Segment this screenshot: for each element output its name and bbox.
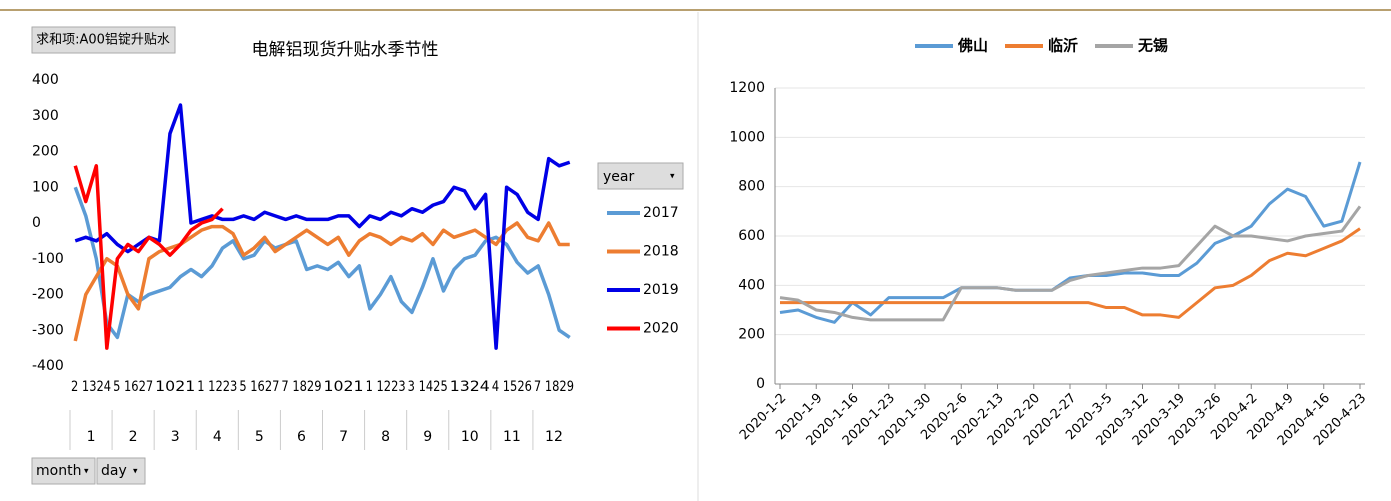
day-label: day <box>101 463 127 479</box>
legend-label: 佛山 <box>957 37 988 55</box>
y-tick-label: 200 <box>32 144 59 160</box>
x-tick-label: 5 1627 <box>113 379 153 395</box>
legend-label: 无锡 <box>1137 37 1168 55</box>
legend-field-button[interactable] <box>597 162 684 190</box>
y-tick-label: 600 <box>738 228 765 244</box>
y-tick-label: -100 <box>32 251 64 267</box>
series-line <box>73 164 224 350</box>
y-tick-label: -300 <box>32 322 64 338</box>
x-tick-label: 2 1324 <box>71 379 111 395</box>
y-tick-label: 1000 <box>729 129 765 145</box>
y-tick-label: 200 <box>738 327 765 343</box>
x-group-label: 1 <box>87 429 96 445</box>
y-tick-label: 400 <box>32 72 59 88</box>
legend-label: 2019 <box>643 282 679 298</box>
x-tick-label: 1021 <box>155 379 195 395</box>
y-tick-label: 300 <box>32 108 59 124</box>
x-tick-label: 7 1829 <box>281 379 321 395</box>
series-line <box>74 103 571 350</box>
x-tick-label: 1324 <box>450 379 490 395</box>
x-tick-label: 5 1627 <box>239 379 279 395</box>
x-group-label: 9 <box>423 429 432 445</box>
x-tick-label: 1021 <box>324 379 364 395</box>
x-group-label: 3 <box>171 429 180 445</box>
x-tick-label: 4 1526 <box>492 379 532 395</box>
x-group-label: 5 <box>255 429 264 445</box>
dropdown-arrow: ▾ <box>670 172 675 182</box>
x-group-label: 8 <box>381 429 390 445</box>
x-group-label: 4 <box>213 429 222 445</box>
y-tick-label: -400 <box>32 358 64 374</box>
day-button[interactable] <box>96 457 146 485</box>
x-group-label: 2 <box>129 429 138 445</box>
legend-label: 2017 <box>643 205 679 221</box>
y-tick-label: 400 <box>738 277 765 293</box>
x-group-label: 12 <box>545 429 563 445</box>
y-tick-label: 1200 <box>729 80 765 96</box>
y-tick-label: 100 <box>32 179 59 195</box>
month-label: month <box>36 463 81 479</box>
series-line <box>779 161 1362 324</box>
x-group-label: 11 <box>503 429 521 445</box>
y-tick-label: 0 <box>32 215 41 231</box>
x-tick-label: 1 1223 <box>197 379 237 395</box>
dropdown-arrow: ▾ <box>133 467 138 477</box>
chart-title: 电解铝现货升贴水季节性 <box>252 40 439 60</box>
x-tick-label: 7 1829 <box>534 379 574 395</box>
legend-field-label: year <box>603 169 634 185</box>
filter-label: 求和项:A00铝锭升贴水 <box>36 33 170 48</box>
series-line <box>779 205 1362 322</box>
filter-button[interactable] <box>31 26 176 54</box>
legend-label: 2018 <box>643 244 679 260</box>
legend-label: 临沂 <box>1048 37 1078 55</box>
series-line <box>780 227 1361 319</box>
y-tick-label: -200 <box>32 287 64 303</box>
x-group-label: 6 <box>297 429 306 445</box>
y-tick-label: 0 <box>756 376 765 392</box>
y-tick-label: 800 <box>738 179 765 195</box>
legend-label: 2020 <box>643 321 679 337</box>
x-tick-label: 1 1223 <box>366 379 406 395</box>
x-group-label: 10 <box>461 429 479 445</box>
dropdown-arrow: ▾ <box>84 467 89 477</box>
month-button[interactable] <box>31 457 96 485</box>
x-group-label: 7 <box>339 429 348 445</box>
x-tick-label: 3 1425 <box>408 379 448 395</box>
